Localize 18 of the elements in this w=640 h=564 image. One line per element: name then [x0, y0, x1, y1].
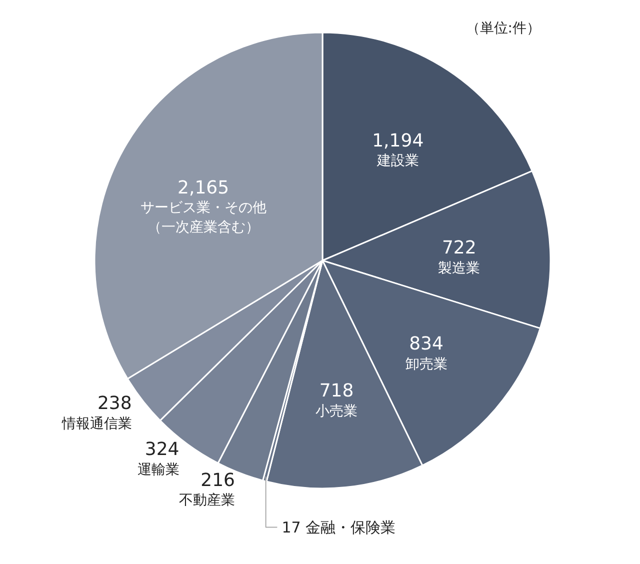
data-label: 2,165: [178, 177, 230, 198]
slice-label: 運輸業: [137, 462, 180, 478]
slice-label: 卸売業: [405, 356, 448, 372]
data-label: 718: [319, 380, 354, 402]
data-label: 1,194: [372, 130, 424, 152]
slice-label: 17 金融・保険業: [282, 518, 396, 536]
slice-label: 建設業: [376, 153, 419, 170]
data-label: 722: [442, 238, 476, 259]
data-label: 216: [200, 470, 236, 491]
slice-label: 製造業: [438, 260, 480, 276]
slice-label: 不動産業: [179, 492, 235, 509]
data-label: 834: [409, 334, 444, 355]
slice-label: 情報通信業: [60, 416, 132, 432]
data-label: 238: [97, 393, 132, 414]
text: （単位:件）: [466, 20, 540, 36]
slice-label: 小売業: [316, 403, 358, 420]
data-label: 324: [144, 439, 180, 460]
slice-label: サービス業・その他（一次産業含む）: [140, 200, 266, 236]
